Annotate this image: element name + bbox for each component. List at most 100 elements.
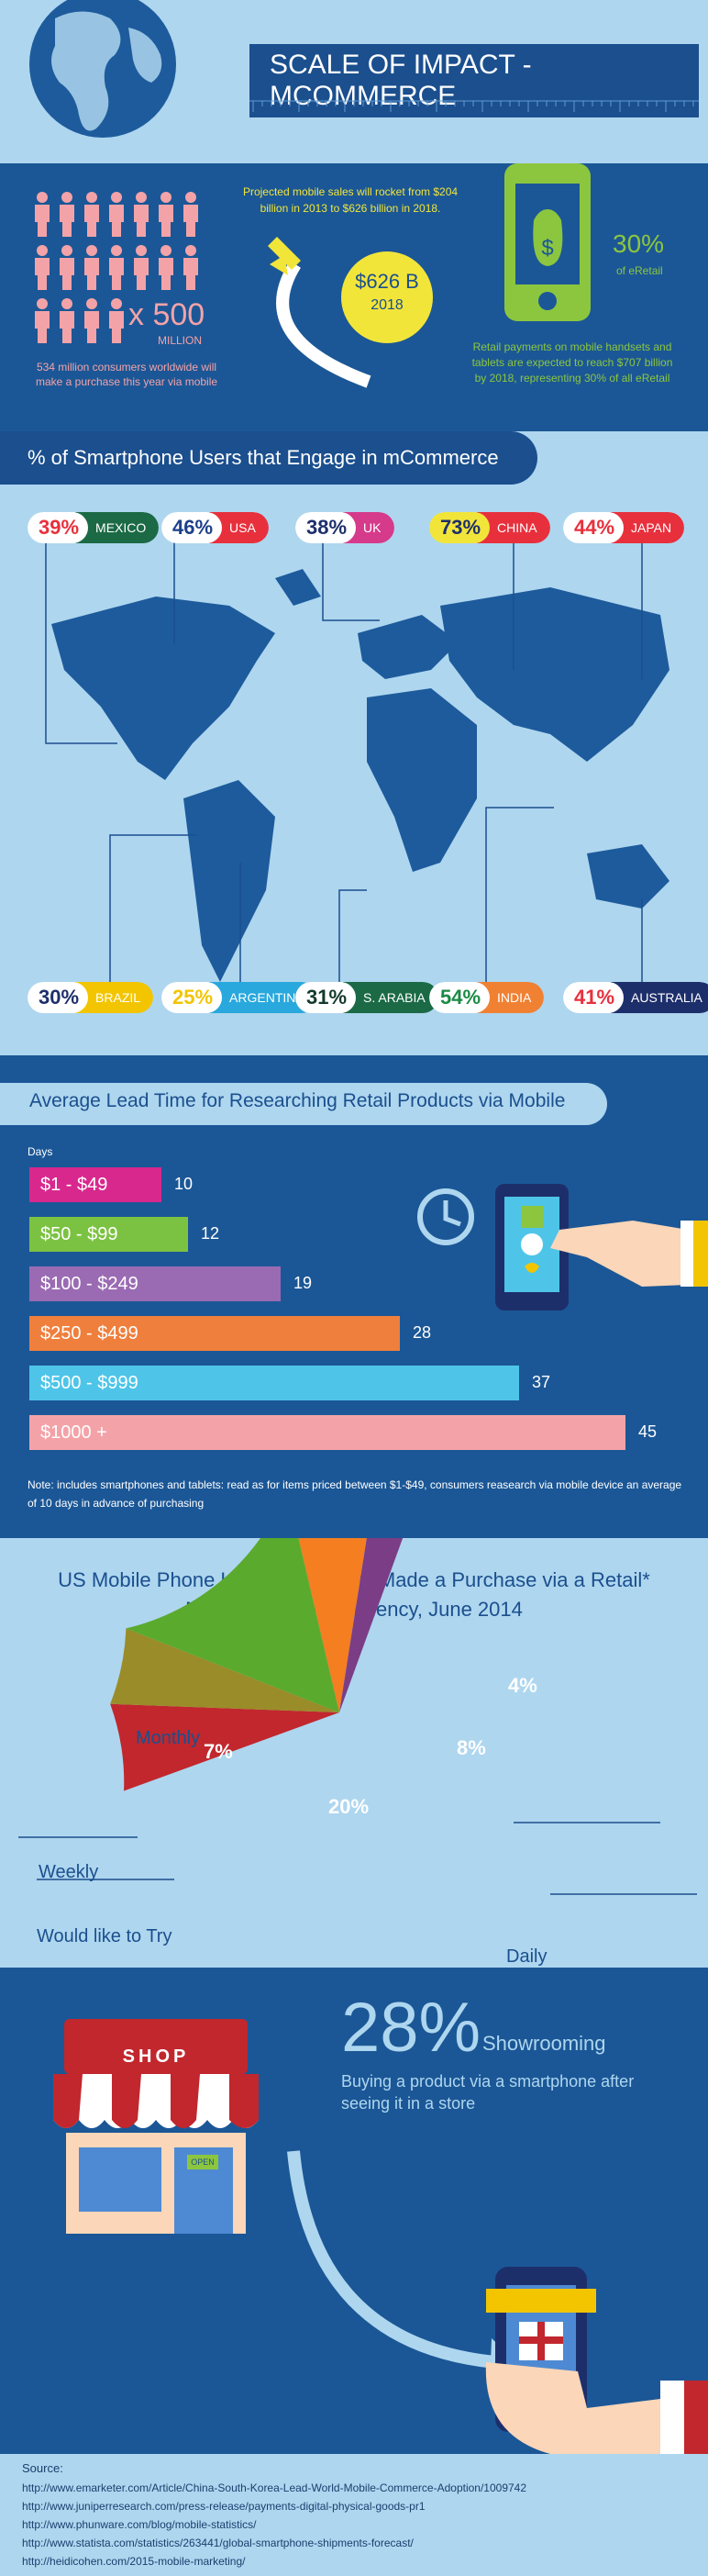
person-icon (109, 192, 124, 237)
person-icon (183, 192, 198, 237)
leadtime-axis-label: Days (28, 1145, 53, 1158)
source-link[interactable]: http://www.juniperresearch.com/press-rel… (22, 2500, 426, 2513)
projection-year: 2018 (371, 297, 404, 313)
svg-text:$: $ (541, 236, 553, 261)
pie-slice-1 (110, 1628, 339, 1712)
impact-section: x 500 MILLION 534 million consumers worl… (0, 163, 708, 431)
country-pill-mexico: 39% MEXICO (28, 512, 160, 543)
person-icon (159, 192, 173, 237)
country-pill-japan: 44% JAPAN (563, 512, 685, 543)
pie-pct-3: 8% (457, 1736, 486, 1759)
australia-shape (587, 844, 669, 909)
smartphone-section: % of Smartphone Users that Engage in mCo… (0, 431, 708, 1055)
country-pct: 73% (429, 512, 491, 543)
source-link[interactable]: http://heidicohen.com/2015-mobile-market… (22, 2555, 246, 2568)
pie-label-1: Weekly (39, 1862, 98, 1882)
leadtime-note: Note: includes smartphones and tablets: … (28, 1478, 682, 1510)
source-link[interactable]: http://www.emarketer.com/Article/China-S… (22, 2481, 527, 2494)
country-pill-china: 73% CHINA (429, 512, 550, 543)
bar-value-3: 28 (413, 1323, 432, 1342)
person-icon (159, 245, 173, 290)
person-icon (84, 192, 99, 237)
pie-label-0: Monthly (136, 1728, 200, 1748)
country-pct: 44% (563, 512, 625, 543)
country-pct: 30% (28, 982, 89, 1013)
pie-slice-3 (298, 1538, 367, 1712)
country-pill-argentina: 25% ARGENTINA (161, 982, 317, 1013)
world-map (45, 521, 669, 982)
leadtime-title-bar (0, 1083, 607, 1125)
country-pill-brazil: 30% BRAZIL (28, 982, 154, 1013)
country-pill-australia: 41% AUSTRALIA (563, 982, 708, 1013)
pie-pct-2: 20% (328, 1795, 369, 1818)
people-icon-grid (33, 191, 216, 356)
country-pct: 38% (295, 512, 357, 543)
source-link[interactable]: http://www.phunware.com/blog/mobile-stat… (22, 2518, 257, 2531)
person-icon (35, 298, 50, 343)
country-pill-uk: 38% UK (295, 512, 394, 543)
country-pct: 54% (429, 982, 491, 1013)
person-icon (84, 298, 99, 343)
country-name: BRAZIL (75, 982, 154, 1013)
pie-label-4: Daily (506, 1946, 547, 1967)
projection-circle (341, 251, 433, 343)
pie-slice-4 (339, 1538, 404, 1712)
projection-text: Projected mobile sales will rocket from … (242, 185, 459, 215)
south-america-shape (183, 780, 275, 982)
pie-slice-0 (110, 1703, 339, 1791)
showroom-text: Buying a product via a smartphone after … (341, 2072, 635, 2113)
bar-5: $1000 + (29, 1415, 625, 1450)
showroom-section: SHOP OPEN 28% Showrooming Buying a produ… (0, 1968, 708, 2454)
person-icon (183, 245, 198, 290)
shop-icon (53, 2019, 259, 2234)
phone-money-icon: $ (504, 163, 591, 321)
smartphone-gift-icon (287, 2150, 708, 2454)
country-pill-india: 54% INDIA (429, 982, 545, 1013)
person-icon (134, 245, 149, 290)
person-icon (60, 245, 74, 290)
leadtime-title: Average Lead Time for Researching Retail… (29, 1090, 566, 1111)
consumers-multiplier: x 500 (128, 297, 205, 332)
bar-3: $250 - $499 (29, 1316, 400, 1351)
person-icon (84, 245, 99, 290)
country-pct: 25% (161, 982, 223, 1013)
rocket-icon (268, 237, 371, 388)
bar-1: $50 - $99 (29, 1217, 188, 1252)
title-banner (249, 44, 699, 117)
sources-section: Source: http://www.emarketer.com/Article… (0, 2454, 708, 2576)
consumers-unit: MILLION (158, 334, 203, 347)
pie-label-2: Would like to Try (37, 1926, 171, 1946)
bar-4: $500 - $999 (29, 1366, 519, 1400)
projection-value: $626 B (355, 270, 419, 293)
person-icon (109, 245, 124, 290)
source-link[interactable]: http://www.statista.com/statistics/26344… (22, 2537, 414, 2549)
person-icon (109, 298, 124, 343)
smartphone-title-bar (0, 431, 537, 485)
purchase-section: US Mobile Phone Users Who Have Made a Pu… (0, 1538, 708, 1968)
bar-value-2: 19 (293, 1274, 313, 1292)
showroom-label: Showrooming (482, 2032, 606, 2055)
page-title: SCALE OF IMPACT - MCOMMERCE (270, 50, 532, 111)
north-america-shape (51, 597, 275, 780)
header-section: SCALE OF IMPACT - MCOMMERCE (0, 0, 708, 163)
bar-0: $1 - $49 (29, 1167, 161, 1202)
country-pct: 46% (161, 512, 223, 543)
country-name: AUSTRALIA (611, 982, 708, 1013)
bar-value-4: 37 (532, 1373, 551, 1391)
consumers-text: 534 million consumers worldwide will mak… (35, 361, 218, 388)
ruler-decoration (249, 100, 699, 112)
person-icon (60, 192, 74, 237)
retail-text: Retail payments on mobile handsets and t… (471, 340, 673, 385)
country-pill-usa: 46% USA (161, 512, 269, 543)
leadtime-section: Average Lead Time for Researching Retail… (0, 1055, 708, 1538)
globe-icon (29, 0, 176, 138)
country-pill-s-arabia: 31% S. ARABIA (295, 982, 438, 1013)
person-icon (35, 245, 50, 290)
pie-pct-1: 7% (204, 1740, 233, 1763)
showroom-pct: 28% (341, 1989, 481, 2067)
bar-2: $100 - $249 (29, 1266, 281, 1301)
bar-value-5: 45 (638, 1422, 658, 1441)
retail-pct: 30% (613, 229, 665, 258)
